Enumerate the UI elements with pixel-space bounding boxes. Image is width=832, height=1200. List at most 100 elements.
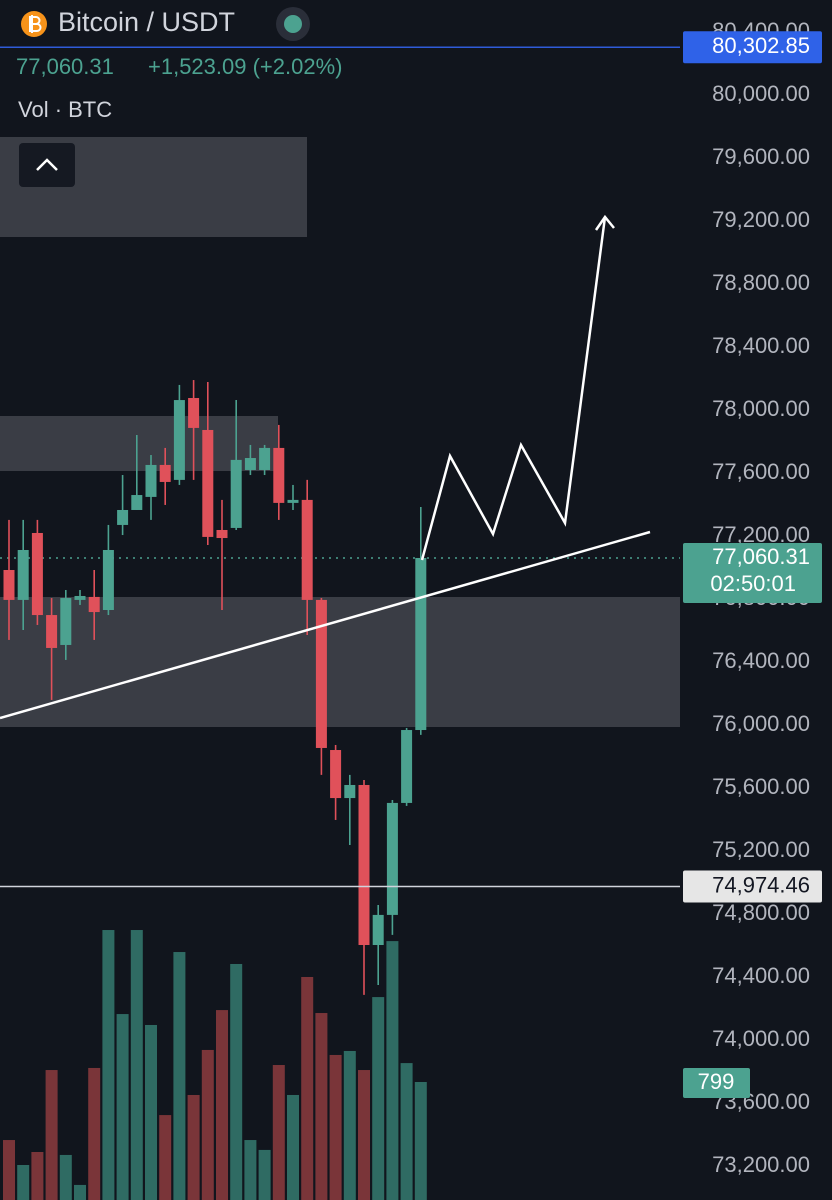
candle-body xyxy=(259,447,271,470)
volume-bar xyxy=(88,1067,101,1200)
projection-path xyxy=(420,216,607,561)
volume-bar xyxy=(329,1054,342,1200)
low-price-label: 74,974.46 xyxy=(712,872,810,897)
trend-line xyxy=(0,530,651,720)
candle-body xyxy=(159,464,171,482)
candle-body xyxy=(401,730,413,803)
countdown-label: 02:50:01 xyxy=(710,571,796,596)
volume-value-label: 799 xyxy=(698,1069,735,1094)
coin-symbol xyxy=(29,15,42,33)
candle-body xyxy=(88,596,100,613)
candle-body xyxy=(315,599,327,748)
volume-bar xyxy=(159,1115,172,1200)
candle-body xyxy=(102,549,114,611)
volume-bar xyxy=(386,941,399,1200)
volume-bar xyxy=(287,1094,299,1200)
candle-body xyxy=(145,464,157,497)
y-tick-label: 74,400.00 xyxy=(712,963,810,988)
current-price-label: 77,060.31 xyxy=(712,544,810,569)
volume-bar xyxy=(130,930,143,1200)
candle-body xyxy=(46,615,58,648)
header: Bitcoin / USDT 77,060.31 +1,523.09 (+2.0… xyxy=(16,7,342,187)
y-tick-label: 79,600.00 xyxy=(712,144,810,169)
volume-bar xyxy=(216,1010,228,1200)
y-tick-label: 78,000.00 xyxy=(712,396,810,421)
candle-body xyxy=(74,595,86,600)
candle-body xyxy=(31,532,43,616)
y-tick-label: 75,200.00 xyxy=(712,837,810,862)
low-price-tag xyxy=(683,870,822,903)
candle-body xyxy=(173,400,185,480)
candle-body xyxy=(117,509,129,525)
volume-bar xyxy=(343,1050,356,1200)
volume-bar xyxy=(358,1070,370,1200)
collapse-button[interactable] xyxy=(19,143,75,187)
y-tick-label: 80,000.00 xyxy=(712,81,810,106)
candle-body xyxy=(230,459,242,528)
y-tick-label: 76,000.00 xyxy=(712,711,810,736)
candle-body xyxy=(372,914,384,946)
volume-bar xyxy=(45,1070,58,1200)
y-tick-label: 79,200.00 xyxy=(712,207,810,232)
volume-bar xyxy=(315,1013,328,1200)
candle-body xyxy=(330,750,342,799)
zones xyxy=(0,137,680,727)
y-tick-label: 75,600.00 xyxy=(712,774,810,799)
volume-bar xyxy=(59,1154,72,1200)
volume-bar xyxy=(3,1140,15,1200)
high-price-label: 80,302.85 xyxy=(712,33,810,58)
status-dot xyxy=(284,15,302,33)
candle-body xyxy=(60,598,72,645)
candle-body xyxy=(17,549,29,600)
candle-body xyxy=(244,458,256,470)
last-price: 77,060.31 xyxy=(16,54,114,79)
volume-bar xyxy=(258,1149,271,1200)
chevron-icon xyxy=(36,158,58,171)
current-price-tag xyxy=(683,542,822,603)
candle-body xyxy=(188,398,200,428)
y-tick-label: 78,400.00 xyxy=(712,333,810,358)
candle-body xyxy=(358,784,370,946)
candle-body xyxy=(202,429,214,537)
volume-bar xyxy=(414,1081,427,1200)
y-tick-label: 78,800.00 xyxy=(712,270,810,295)
y-tick-label: 77,600.00 xyxy=(712,459,810,484)
volume-bar xyxy=(74,1184,86,1200)
zone xyxy=(0,597,680,727)
volume-bar xyxy=(372,997,385,1200)
volume-bar xyxy=(272,1065,285,1200)
candle-body xyxy=(3,569,15,600)
candle-body xyxy=(216,529,228,539)
volume-bar xyxy=(145,1024,157,1200)
volume-bar xyxy=(301,976,314,1200)
candle-body xyxy=(415,557,427,731)
y-tick-label: 74,800.00 xyxy=(712,900,810,925)
volume-bar xyxy=(31,1152,44,1200)
candle-body xyxy=(386,802,398,915)
candle-body xyxy=(301,499,313,600)
volume-legend: Vol · BTC xyxy=(18,97,112,122)
volume-bar xyxy=(400,1063,413,1200)
symbol-title: Bitcoin / USDT xyxy=(58,7,235,37)
volume-bar xyxy=(17,1164,30,1200)
volume-bar xyxy=(201,1049,214,1200)
candle-body xyxy=(344,784,356,799)
y-tick-label: 74,000.00 xyxy=(712,1026,810,1051)
y-tick-label: 76,400.00 xyxy=(712,648,810,673)
candle-body xyxy=(131,495,143,510)
y-tick-label: 77,200.00 xyxy=(712,522,810,547)
high-price-tag xyxy=(683,31,822,64)
volume-bar xyxy=(244,1140,257,1200)
arrow-head xyxy=(594,214,615,231)
candle-body xyxy=(287,499,299,503)
volume-tag xyxy=(683,1067,750,1098)
drawings xyxy=(0,214,651,720)
y-tick-label: 73,200.00 xyxy=(712,1152,810,1177)
volume-bar xyxy=(187,1094,200,1200)
candle-body xyxy=(273,447,285,503)
price-change: +1,523.09 (+2.02%) xyxy=(148,54,342,79)
volume-bar xyxy=(230,963,243,1200)
volume-bar xyxy=(102,930,115,1200)
